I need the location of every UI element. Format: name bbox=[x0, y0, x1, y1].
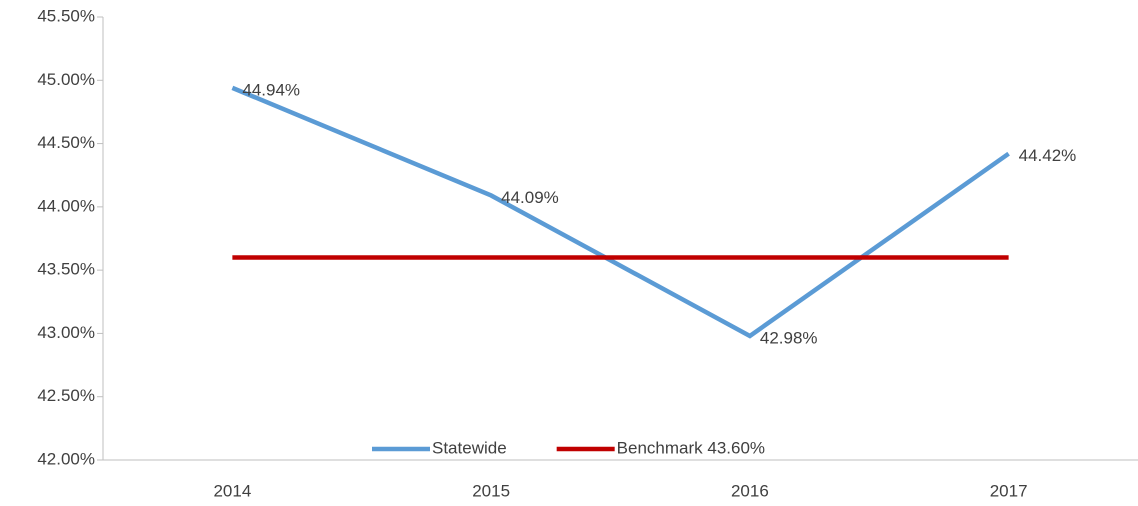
data-label: 44.09% bbox=[501, 188, 559, 207]
data-label: 44.94% bbox=[242, 80, 300, 99]
x-tick-label: 2015 bbox=[472, 481, 510, 500]
x-tick-label: 2016 bbox=[731, 481, 769, 500]
y-tick-label: 43.00% bbox=[37, 323, 95, 342]
y-tick-label: 42.00% bbox=[37, 449, 95, 468]
y-tick-label: 44.50% bbox=[37, 133, 95, 152]
x-tick-label: 2014 bbox=[213, 481, 251, 500]
y-tick-label: 45.50% bbox=[37, 6, 95, 25]
series-line bbox=[231, 85, 1010, 339]
legend-label: Benchmark 43.60% bbox=[617, 438, 765, 457]
data-label: 42.98% bbox=[760, 328, 818, 347]
legend-label: Statewide bbox=[432, 438, 507, 457]
x-tick-label: 2017 bbox=[990, 481, 1028, 500]
data-label: 44.42% bbox=[1019, 146, 1077, 165]
y-tick-label: 43.50% bbox=[37, 260, 95, 279]
y-tick-label: 45.00% bbox=[37, 70, 95, 89]
y-tick-label: 42.50% bbox=[37, 386, 95, 405]
y-tick-label: 44.00% bbox=[37, 196, 95, 215]
